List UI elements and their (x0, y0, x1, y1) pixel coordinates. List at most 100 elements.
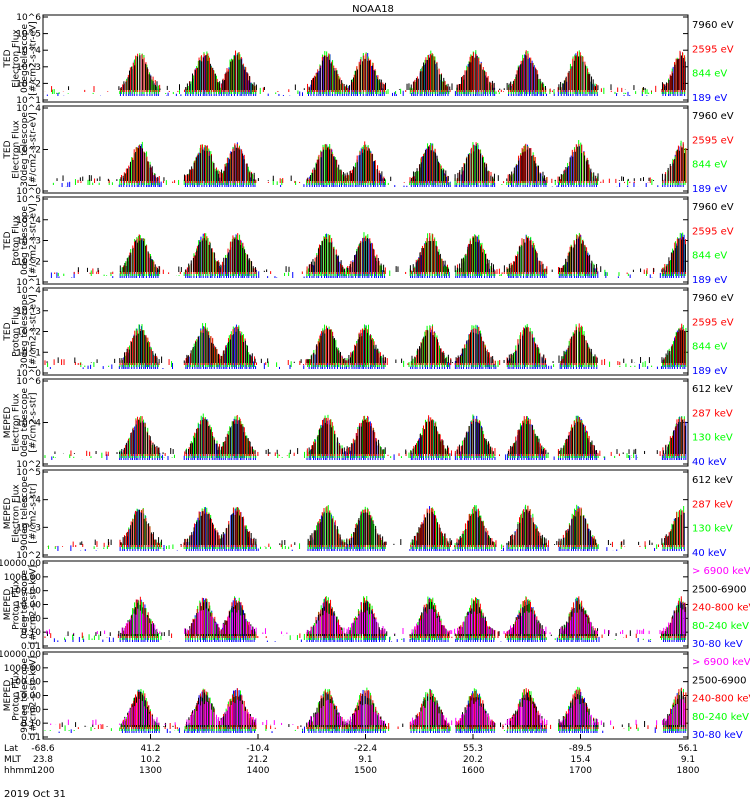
channel-legend-2: 2500-6900 (692, 584, 747, 595)
channel-legend-3: 240-800 keV (692, 603, 750, 614)
y-tick-label: 10^5 (16, 468, 41, 478)
channel-legend-4: 80-240 keV (692, 621, 749, 632)
y-tick-label: 10^0 (16, 187, 41, 197)
flux-traces (44, 50, 686, 96)
channel-legend-4: 189 eV (692, 366, 727, 377)
y-tick-label: 10.00 (15, 601, 41, 611)
y-tick-label: 10^4 (16, 104, 41, 114)
flux-traces (52, 140, 687, 187)
y-axis-label: TED (3, 231, 13, 250)
y-tick-label: 10^2 (16, 460, 41, 470)
y-tick-label: 10^2 (16, 551, 41, 561)
y-axis-label: TED (3, 49, 13, 68)
y-tick-label: 10^0 (16, 369, 41, 379)
y-tick-label: 10^2 (16, 328, 41, 338)
y-axis-label: [#/cm2-s-str-keV] (29, 565, 39, 644)
y-tick-label: 10^6 (16, 13, 41, 23)
y-tick-label: 10^4 (16, 419, 41, 429)
y-tick-label: 1000.00 (4, 573, 41, 583)
y-tick-label: 10^5 (16, 30, 41, 40)
y-axis-label: Electron Flux (12, 393, 22, 452)
y-axis-label: 30deg telescope (20, 294, 30, 369)
channel-legend-3: 844 eV (692, 69, 727, 80)
y-axis-label: TED (3, 322, 13, 341)
channel-legend-4: 189 eV (692, 184, 727, 195)
channel-legend-1: > 6900 keV (692, 566, 750, 577)
channel-legend-1: 7960 eV (692, 111, 734, 122)
y-axis-label: [#/cm2-s-str] (29, 392, 39, 452)
y-axis-label: 0deg telescope (20, 24, 30, 94)
y-tick-label: 10^3 (16, 237, 41, 247)
channel-legend-4: 189 eV (692, 275, 727, 286)
y-axis-label: Proton Flux (12, 579, 22, 630)
panel-frame (42, 469, 689, 558)
flux-traces (44, 596, 687, 642)
channel-legend-1: 612 keV (692, 384, 733, 395)
channel-legend-1: 612 keV (692, 475, 733, 486)
channel-legend-2: 287 keV (692, 408, 733, 419)
flux-traces (44, 413, 687, 460)
y-tick-label: 10^5 (16, 195, 41, 205)
y-tick-label: 0.10 (21, 628, 41, 638)
y-tick-label: 10^4 (16, 496, 41, 506)
y-tick-label: 10^3 (16, 307, 41, 317)
channel-legend-4: 189 eV (692, 93, 727, 104)
flux-traces (44, 504, 685, 551)
channel-legend-3: 844 eV (692, 251, 727, 262)
channel-legend-2: 2595 eV (692, 44, 734, 55)
y-axis-label: 90deg telescope (20, 476, 30, 551)
y-axis-label: 0deg telescope (20, 570, 30, 640)
y-tick-label: 0.01 (21, 642, 41, 652)
figure-title: NOAA18 (352, 4, 394, 15)
y-axis-label: [#/cm2-s-str-eV] (29, 203, 39, 278)
channel-legend-3: 130 keV (692, 524, 733, 535)
flux-traces (50, 232, 686, 278)
y-tick-label: 100.00 (10, 587, 42, 597)
y-tick-label: 10^1 (16, 348, 41, 358)
y-axis-label: MEPED (3, 498, 13, 530)
panel-frame (42, 14, 689, 103)
y-tick-label: 10^1 (16, 278, 41, 288)
channel-legend-4: 40 keV (692, 457, 726, 468)
y-axis-label: 0deg telescope (20, 388, 30, 458)
y-axis-label: MEPED (3, 407, 13, 439)
y-tick-label: 10^1 (16, 96, 41, 106)
channel-legend-2: 2595 eV (692, 317, 734, 328)
y-tick-label: 10^6 (16, 377, 41, 387)
channel-legend-2: 2595 eV (692, 135, 734, 146)
y-tick-label: 10^2 (16, 79, 41, 89)
y-tick-label: 10^4 (16, 216, 41, 226)
channel-legend-4: 40 keV (692, 548, 726, 559)
y-tick-label: 10^4 (16, 286, 41, 296)
y-tick-label: 10000.00 (0, 559, 41, 569)
y-axis-label: [#/cm2-s-str] (29, 483, 39, 543)
y-axis-label: MEPED (3, 589, 13, 621)
y-axis-label: Electron Flux (12, 29, 22, 88)
channel-legend-3: 844 eV (692, 342, 727, 353)
y-axis-label: Proton Flux (12, 215, 22, 266)
y-axis-label: Proton Flux (12, 306, 22, 357)
channel-legend-1: 7960 eV (692, 20, 734, 31)
y-axis-label: [#/cm2-s-str-eV] (29, 112, 39, 187)
y-axis-label: Electron Flux (12, 484, 22, 543)
y-axis-label: 30deg telescope (20, 112, 30, 187)
channel-legend-2: 2595 eV (692, 226, 734, 237)
y-axis-label: [#/cm2-s-str-eV] (29, 21, 39, 96)
y-axis-label: [#/cm2-s-str-eV] (29, 294, 39, 369)
y-tick-label: 10^2 (16, 257, 41, 267)
y-tick-label: 1.00 (21, 614, 41, 624)
channel-legend-3: 130 keV (692, 433, 733, 444)
y-tick-label: 10^3 (16, 63, 41, 73)
y-axis-label: Electron Flux (12, 120, 22, 179)
channel-legend-1: 7960 eV (692, 202, 734, 213)
channel-legend-1: 7960 eV (692, 293, 734, 304)
